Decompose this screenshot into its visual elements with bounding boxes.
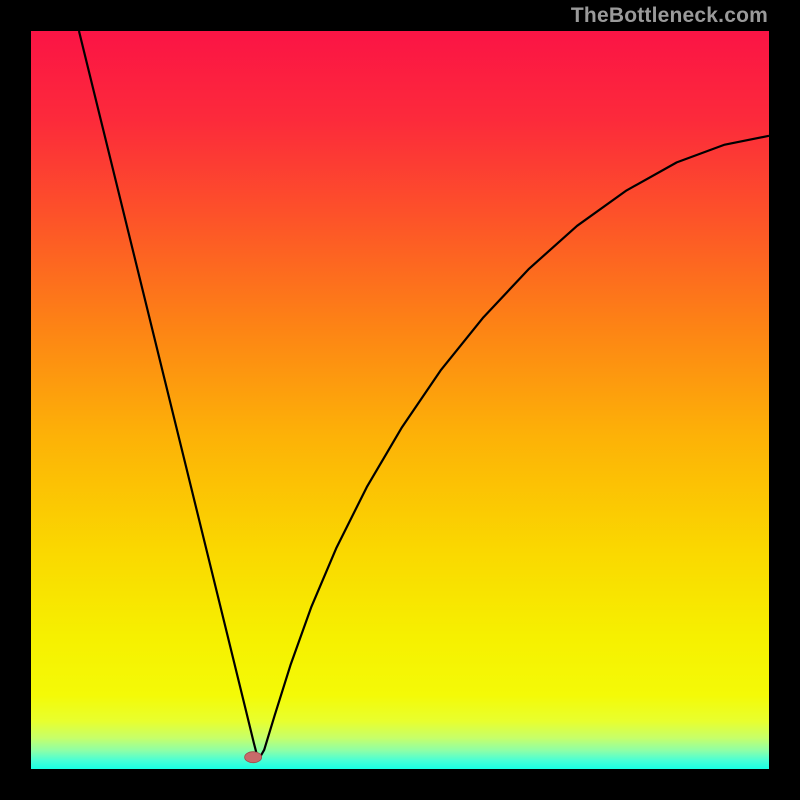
plot-area: [31, 31, 769, 769]
gradient-curve-chart: [31, 31, 769, 769]
chart-frame: TheBottleneck.com: [0, 0, 800, 800]
gradient-background: [31, 31, 769, 769]
vertex-marker: [245, 752, 262, 763]
watermark-text: TheBottleneck.com: [571, 4, 768, 28]
